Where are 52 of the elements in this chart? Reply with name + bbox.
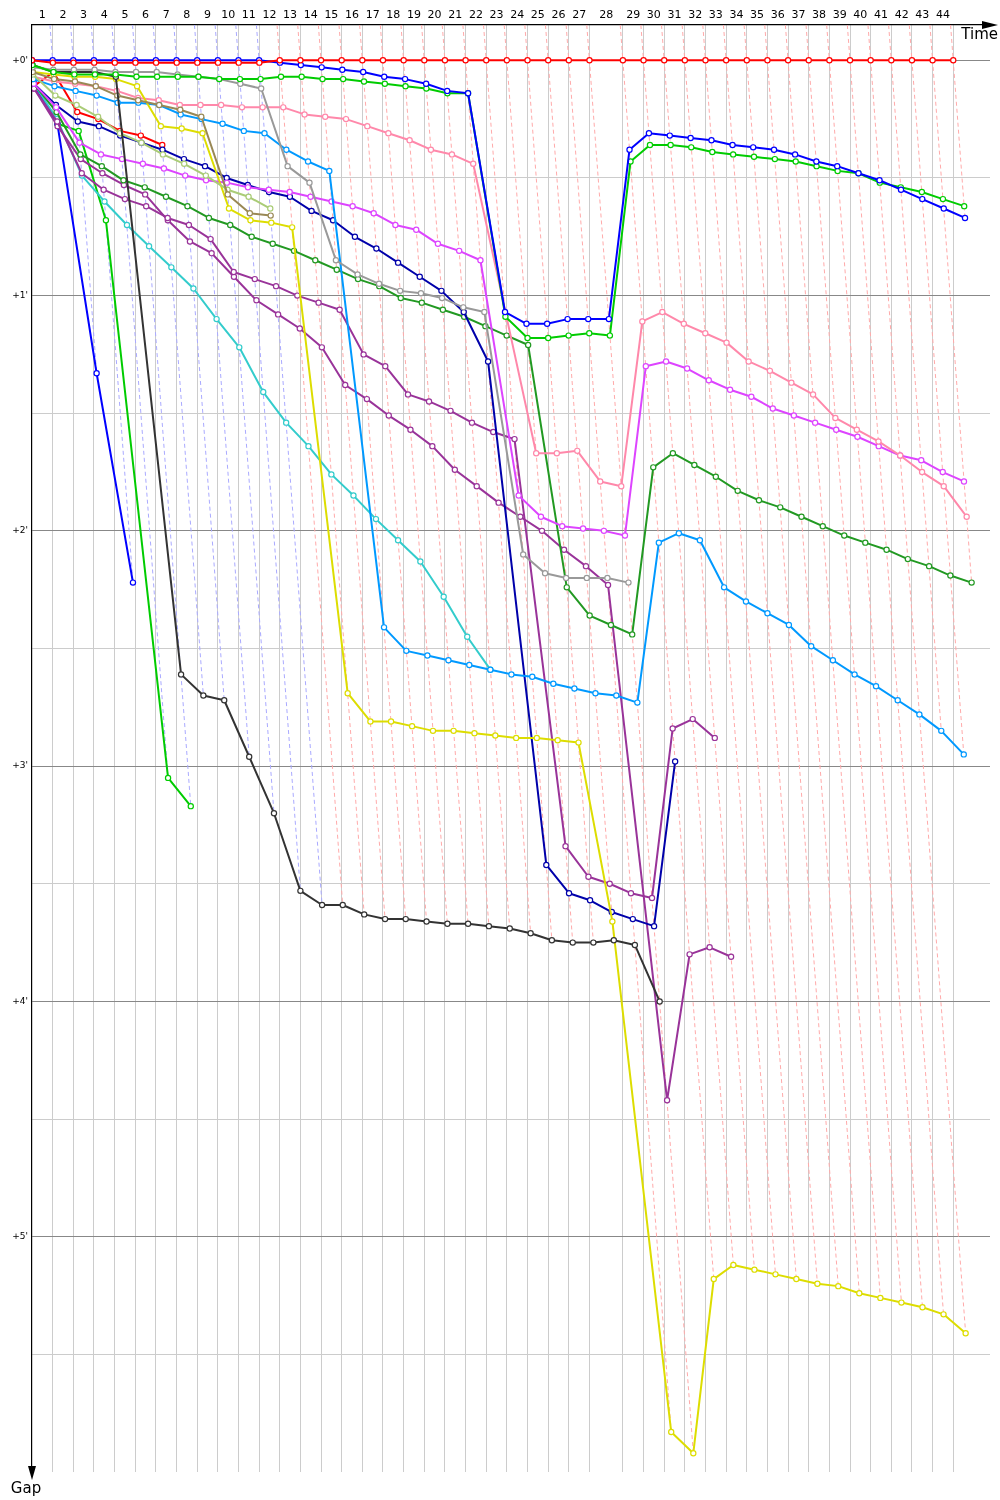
x-tick-label: 22	[468, 8, 483, 22]
x-tick-label: 44	[935, 8, 950, 22]
x-axis-title: Time	[960, 25, 998, 44]
x-tick-label: 16	[345, 8, 360, 22]
x-tick-label: 12	[262, 8, 277, 22]
x-tick-label: 7	[162, 8, 170, 22]
x-tick-label: 41	[873, 8, 888, 22]
x-tick-label: 37	[791, 8, 806, 22]
x-tick-label: 23	[489, 8, 504, 22]
x-tick-label: 21	[448, 8, 463, 22]
x-tick-label: 34	[729, 8, 744, 22]
x-tick-label: 38	[812, 8, 827, 22]
x-tick-label: 33	[708, 8, 723, 22]
y-tick-label: +5'	[12, 1231, 28, 1242]
x-tick-label: 20	[427, 8, 442, 22]
x-tick-label: 4	[100, 8, 108, 22]
x-tick-label: 14	[303, 8, 318, 22]
y-tick-label: +2'	[12, 525, 28, 536]
x-tick-label: 5	[121, 8, 129, 22]
x-tick-label: 18	[386, 8, 401, 22]
x-tick-label: 19	[406, 8, 421, 22]
x-tick-label: 13	[283, 8, 298, 22]
x-tick-label: 31	[667, 8, 682, 22]
y-tick-label: +1'	[12, 289, 28, 300]
x-tick-label: 9	[204, 8, 211, 22]
x-tick-label: 36	[770, 8, 785, 22]
x-tick-label: 1	[38, 8, 46, 22]
x-tick-label: 6	[142, 8, 150, 22]
x-tick-label: 8	[183, 8, 191, 22]
x-tick-label: 26	[551, 8, 566, 22]
x-tick-label: 2	[59, 8, 67, 22]
x-tick-label: 10	[221, 8, 236, 22]
x-tick-label: 25	[530, 8, 545, 22]
x-tick-label: 24	[510, 8, 525, 22]
x-tick-label: 30	[646, 8, 661, 22]
x-tick-label: 28	[599, 8, 614, 22]
y-tick-label: +4'	[12, 995, 28, 1006]
y-tick-label: +0'	[12, 54, 28, 65]
y-axis-title: Gap	[10, 1479, 42, 1498]
x-tick-label: 29	[626, 8, 641, 22]
x-tick-label: 17	[365, 8, 380, 22]
x-tick-label: 3	[80, 8, 88, 22]
x-tick-label: 35	[750, 8, 765, 22]
x-tick-label: 27	[572, 8, 587, 22]
x-tick-label: 32	[688, 8, 703, 22]
x-tick-label: 42	[894, 8, 909, 22]
x-tick-label: 11	[241, 8, 256, 22]
y-tick-label: +3'	[12, 760, 28, 771]
x-tick-label: 40	[853, 8, 868, 22]
x-tick-label: 43	[915, 8, 930, 22]
x-tick-label: 15	[324, 8, 339, 22]
x-tick-label: 39	[832, 8, 847, 22]
